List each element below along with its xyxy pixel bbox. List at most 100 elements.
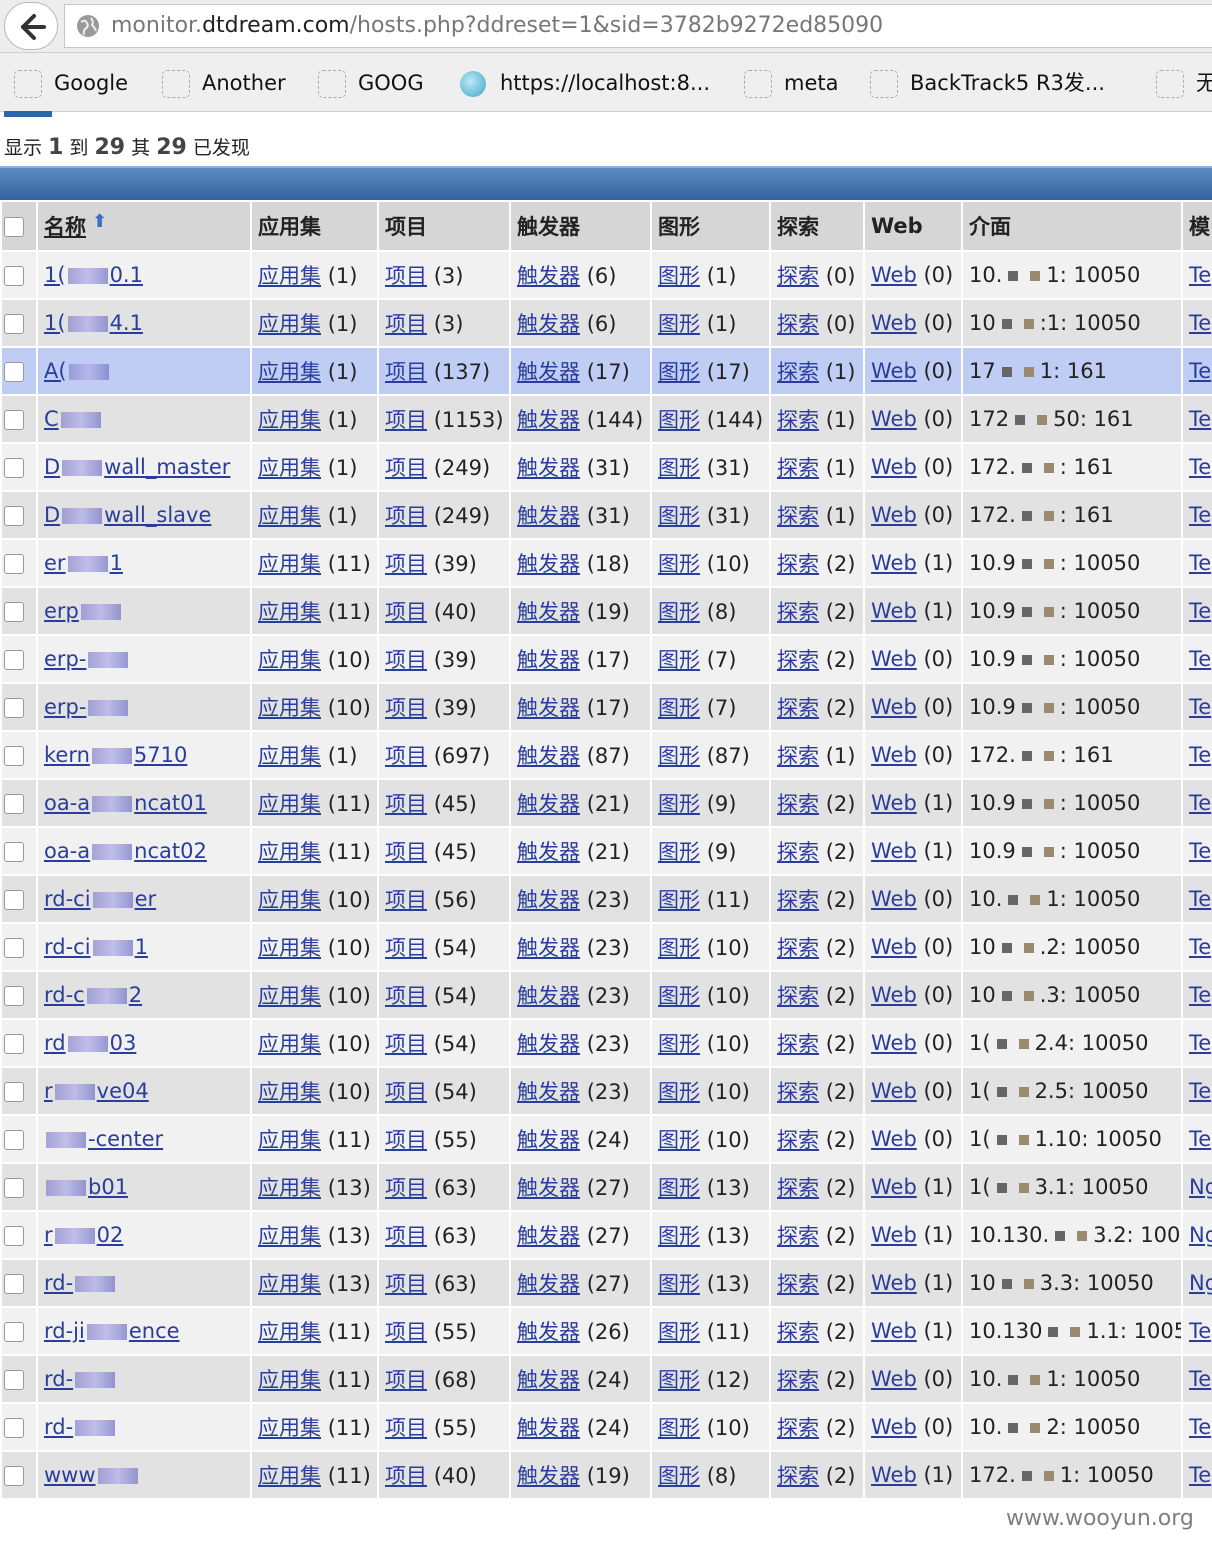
items-link[interactable]: 项目 [385, 888, 427, 912]
graphs-link[interactable]: 图形 [658, 1368, 700, 1392]
items-link[interactable]: 项目 [385, 1272, 427, 1296]
graphs-link[interactable]: 图形 [658, 1176, 700, 1200]
triggers-link[interactable]: 触发器 [517, 312, 580, 336]
triggers-link[interactable]: 触发器 [517, 792, 580, 816]
applications-link[interactable]: 应用集 [258, 1032, 321, 1056]
host-name-link[interactable]: -center [44, 1127, 163, 1151]
triggers-link[interactable]: 触发器 [517, 456, 580, 480]
web-link[interactable]: Web [871, 359, 917, 383]
triggers-link[interactable]: 触发器 [517, 744, 580, 768]
template-link[interactable]: Ng [1189, 1223, 1212, 1247]
web-link[interactable]: Web [871, 1031, 917, 1055]
triggers-link[interactable]: 触发器 [517, 360, 580, 384]
row-checkbox[interactable] [4, 506, 24, 526]
template-link[interactable]: Te [1189, 1079, 1212, 1103]
applications-link[interactable]: 应用集 [258, 360, 321, 384]
graphs-link[interactable]: 图形 [658, 1032, 700, 1056]
triggers-link[interactable]: 触发器 [517, 984, 580, 1008]
triggers-link[interactable]: 触发器 [517, 504, 580, 528]
bookmark-google[interactable]: Google [14, 67, 128, 99]
row-checkbox[interactable] [4, 602, 24, 622]
discovery-link[interactable]: 探索 [777, 1464, 819, 1488]
items-link[interactable]: 项目 [385, 744, 427, 768]
discovery-link[interactable]: 探索 [777, 408, 819, 432]
web-link[interactable]: Web [871, 503, 917, 527]
discovery-link[interactable]: 探索 [777, 1128, 819, 1152]
web-link[interactable]: Web [871, 839, 917, 863]
triggers-link[interactable]: 触发器 [517, 1128, 580, 1152]
row-checkbox[interactable] [4, 410, 24, 430]
web-link[interactable]: Web [871, 695, 917, 719]
row-checkbox[interactable] [4, 266, 24, 286]
triggers-link[interactable]: 触发器 [517, 840, 580, 864]
discovery-link[interactable]: 探索 [777, 936, 819, 960]
template-link[interactable]: Ng [1189, 1175, 1212, 1199]
template-link[interactable]: Te [1189, 1319, 1212, 1343]
items-link[interactable]: 项目 [385, 1128, 427, 1152]
host-name-link[interactable]: A( [44, 359, 111, 383]
template-link[interactable]: Ng [1189, 1271, 1212, 1295]
web-link[interactable]: Web [871, 407, 917, 431]
host-name-link[interactable]: erp [44, 599, 123, 623]
host-name-link[interactable]: er 1 [44, 551, 123, 575]
row-checkbox[interactable] [4, 1322, 24, 1342]
web-link[interactable]: Web [871, 791, 917, 815]
items-link[interactable]: 项目 [385, 456, 427, 480]
row-checkbox[interactable] [4, 1130, 24, 1150]
graphs-link[interactable]: 图形 [658, 936, 700, 960]
graphs-link[interactable]: 图形 [658, 504, 700, 528]
host-name-link[interactable]: oa-a ncat01 [44, 791, 207, 815]
template-link[interactable]: Te [1189, 599, 1212, 623]
triggers-link[interactable]: 触发器 [517, 1176, 580, 1200]
template-link[interactable]: Te [1189, 503, 1212, 527]
web-link[interactable]: Web [871, 551, 917, 575]
host-name-link[interactable]: kern 5710 [44, 743, 188, 767]
host-name-link[interactable]: r 02 [44, 1223, 124, 1247]
items-link[interactable]: 项目 [385, 984, 427, 1008]
applications-link[interactable]: 应用集 [258, 1224, 321, 1248]
host-name-link[interactable]: oa-a ncat02 [44, 839, 207, 863]
discovery-link[interactable]: 探索 [777, 552, 819, 576]
select-all-checkbox[interactable] [4, 217, 24, 237]
host-name-link[interactable]: erp- [44, 695, 130, 719]
template-link[interactable]: Te [1189, 839, 1212, 863]
discovery-link[interactable]: 探索 [777, 1416, 819, 1440]
items-link[interactable]: 项目 [385, 936, 427, 960]
graphs-link[interactable]: 图形 [658, 312, 700, 336]
applications-link[interactable]: 应用集 [258, 1080, 321, 1104]
bookmark-meta[interactable]: meta [744, 67, 838, 99]
discovery-link[interactable]: 探索 [777, 648, 819, 672]
template-link[interactable]: Te [1189, 983, 1212, 1007]
discovery-link[interactable]: 探索 [777, 1320, 819, 1344]
template-link[interactable]: Te [1189, 887, 1212, 911]
row-checkbox[interactable] [4, 938, 24, 958]
items-link[interactable]: 项目 [385, 264, 427, 288]
host-name-link[interactable]: rd-ji ence [44, 1319, 180, 1343]
discovery-link[interactable]: 探索 [777, 696, 819, 720]
discovery-link[interactable]: 探索 [777, 744, 819, 768]
template-link[interactable]: Te [1189, 359, 1212, 383]
items-link[interactable]: 项目 [385, 696, 427, 720]
graphs-link[interactable]: 图形 [658, 600, 700, 624]
triggers-link[interactable]: 触发器 [517, 552, 580, 576]
web-link[interactable]: Web [871, 311, 917, 335]
items-link[interactable]: 项目 [385, 1032, 427, 1056]
host-name-link[interactable]: 1(0.1 [44, 263, 143, 287]
graphs-link[interactable]: 图形 [658, 696, 700, 720]
applications-link[interactable]: 应用集 [258, 1320, 321, 1344]
graphs-link[interactable]: 图形 [658, 360, 700, 384]
row-checkbox[interactable] [4, 794, 24, 814]
triggers-link[interactable]: 触发器 [517, 1032, 580, 1056]
host-name-link[interactable]: erp- [44, 647, 130, 671]
host-name-link[interactable]: rd- [44, 1415, 117, 1439]
discovery-link[interactable]: 探索 [777, 1080, 819, 1104]
host-name-link[interactable]: b01 [44, 1175, 128, 1199]
host-name-link[interactable]: rd- [44, 1367, 117, 1391]
triggers-link[interactable]: 触发器 [517, 1464, 580, 1488]
web-link[interactable]: Web [871, 1223, 917, 1247]
template-link[interactable]: Te [1189, 407, 1212, 431]
applications-link[interactable]: 应用集 [258, 1368, 321, 1392]
applications-link[interactable]: 应用集 [258, 408, 321, 432]
